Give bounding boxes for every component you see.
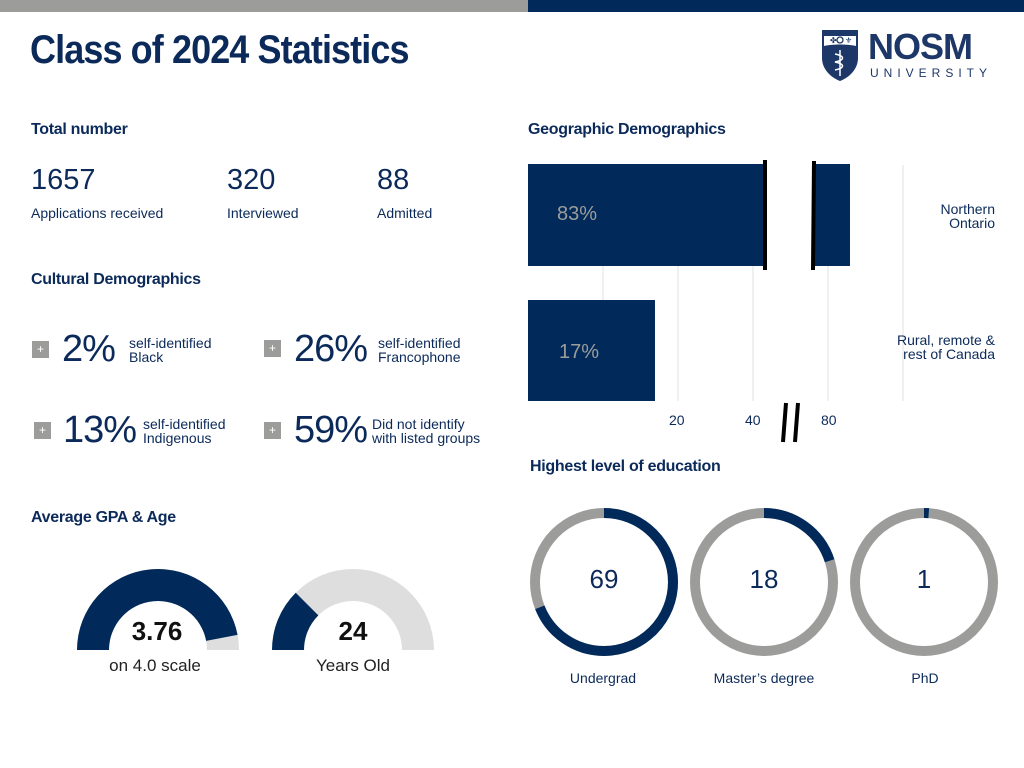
cultural-francophone-line2: Francophone	[378, 349, 461, 365]
gpa-gauge-value: 3.76	[131, 616, 183, 646]
bar-label-northern: 83%	[557, 203, 598, 225]
undergrad-donut	[530, 508, 678, 656]
cultural-black-value: 2%	[62, 328, 116, 370]
axis-break-line	[811, 160, 816, 271]
top-accent-bar-gray	[0, 0, 528, 12]
undergrad-label: Undergrad	[569, 670, 637, 686]
masters-donut	[690, 508, 838, 656]
cultural-none-value: 59%	[294, 409, 368, 451]
geo-heading: Geographic Demographics	[528, 121, 726, 138]
age-gauge-label: Years Old	[315, 656, 391, 675]
category-northern-line2: Ontario	[949, 215, 995, 231]
category-rural-line2: rest of Canada	[903, 346, 995, 362]
cultural-black-label: self-identified Black	[129, 336, 212, 364]
age-gauge-value: 24	[338, 616, 368, 646]
cultural-black-line1: self-identified	[129, 335, 212, 351]
stat-admitted-value: 88	[377, 164, 410, 196]
gauge-fill	[77, 569, 238, 650]
logo-sub-text: UNIVERSITY	[870, 66, 993, 80]
page-title: Class of 2024 Statistics	[30, 28, 410, 72]
cultural-indigenous-label: self-identified Indigenous	[143, 417, 226, 445]
stat-applications-value: 1657	[31, 164, 96, 196]
gauge-fill	[272, 592, 319, 650]
stat-applications-label: Applications received	[31, 205, 164, 221]
cultural-indigenous-line2: Indigenous	[143, 430, 212, 446]
svg-text:✤: ✤	[830, 36, 837, 45]
x-tick-80: 80	[821, 412, 837, 428]
category-northern-line1: Northern	[940, 201, 995, 217]
plus-icon: +	[32, 341, 49, 358]
gauge-track	[272, 569, 434, 650]
masters-value: 18	[749, 564, 779, 594]
bar	[528, 300, 655, 401]
geo-bar-chart	[528, 160, 904, 443]
top-accent-bar-navy	[528, 0, 1024, 12]
gpa-gauge	[77, 569, 239, 650]
nosm-logo: ✤ ⚜ NOSM UNIVERSITY	[820, 26, 1000, 84]
gpa-gauge-label: on 4.0 scale	[109, 656, 201, 675]
plus-icon: +	[264, 340, 281, 357]
phd-value: 1	[916, 564, 932, 594]
cultural-heading: Cultural Demographics	[31, 271, 201, 288]
phd-donut	[850, 508, 998, 656]
stat-interviewed-value: 320	[227, 164, 276, 196]
gpa-age-heading: Average GPA & Age	[31, 509, 176, 526]
cultural-francophone-value: 26%	[294, 328, 368, 370]
plus-icon: +	[34, 422, 51, 439]
cultural-black-line2: Black	[129, 349, 164, 365]
stat-admitted-label: Admitted	[377, 205, 433, 221]
age-gauge	[272, 569, 434, 650]
masters-label: Master’s degree	[713, 670, 815, 686]
category-label-northern: Northern Ontario	[941, 202, 995, 230]
cultural-francophone-label: self-identified Francophone	[378, 336, 461, 364]
x-tick-40: 40	[745, 412, 761, 428]
cultural-none-line1: Did not identify	[372, 416, 465, 432]
category-rural-line1: Rural, remote &	[896, 332, 995, 348]
cultural-none-label: Did not identify with listed groups	[372, 417, 480, 445]
donut-fill	[690, 508, 838, 656]
category-label-rural: Rural, remote & rest of Canada	[897, 333, 995, 361]
cultural-indigenous-value: 13%	[63, 409, 137, 451]
education-heading: Highest level of education	[530, 458, 721, 475]
axis-break-slash	[793, 402, 800, 443]
plus-icon: +	[264, 422, 281, 439]
donut-fill	[850, 508, 998, 656]
phd-label: PhD	[911, 670, 939, 686]
cultural-none-line2: with listed groups	[372, 430, 481, 446]
undergrad-value: 69	[589, 564, 619, 594]
donut-fill	[530, 508, 678, 656]
axis-break-gap	[766, 160, 814, 270]
axis-break-slash	[781, 402, 788, 443]
logo-brand-text: NOSM	[868, 26, 973, 67]
x-tick-20: 20	[669, 412, 685, 428]
shield-icon: ✤ ⚜	[822, 30, 858, 81]
svg-text:⚜: ⚜	[845, 36, 852, 45]
cultural-indigenous-line1: self-identified	[143, 416, 226, 432]
stat-interviewed-label: Interviewed	[227, 205, 299, 221]
bar-label-rural: 17%	[559, 341, 600, 363]
total-number-heading: Total number	[31, 121, 128, 138]
cultural-francophone-line1: self-identified	[378, 335, 461, 351]
